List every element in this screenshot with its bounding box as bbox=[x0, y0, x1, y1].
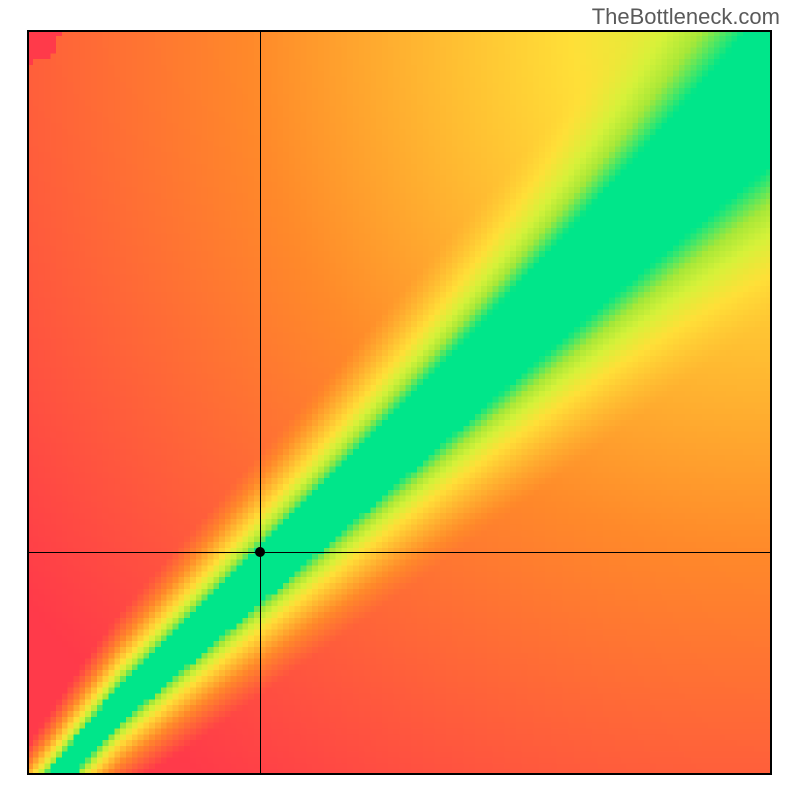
crosshair-vertical bbox=[260, 30, 261, 775]
chart-container: TheBottleneck.com bbox=[0, 0, 800, 800]
chart-border bbox=[27, 30, 772, 775]
watermark-text: TheBottleneck.com bbox=[592, 4, 780, 30]
crosshair-horizontal bbox=[27, 552, 772, 553]
data-point-marker bbox=[255, 547, 265, 557]
